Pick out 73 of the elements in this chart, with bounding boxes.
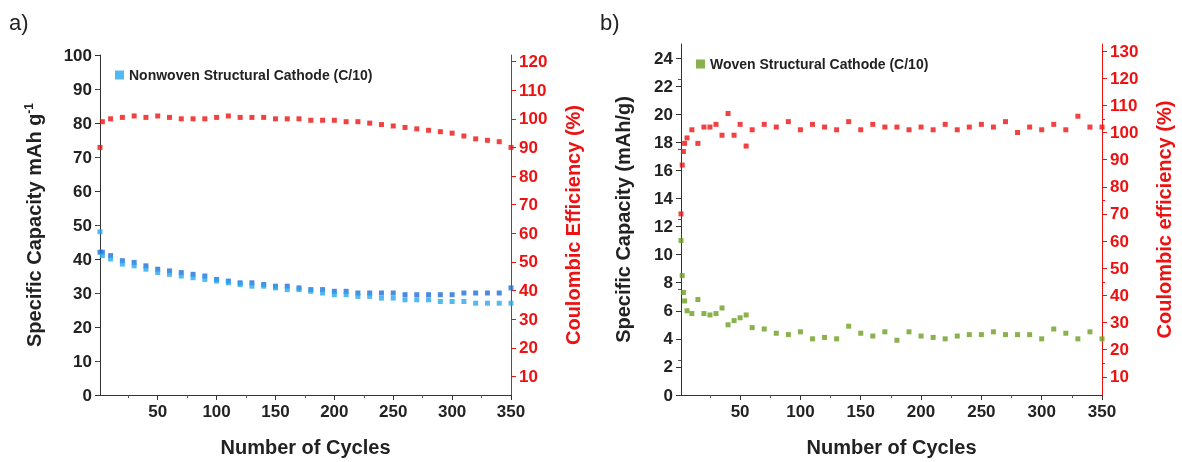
y-tick-label: 16 [654, 160, 673, 180]
x-tick-label: 200 [906, 402, 936, 421]
y2-axis-title: Coulombic efficiency (%) [1153, 100, 1175, 339]
x-tick-label: 50 [730, 402, 750, 421]
y2-tick-label: 10 [519, 366, 538, 386]
y2-tick-label: 90 [519, 137, 538, 157]
y2-tick-label: 40 [519, 281, 538, 301]
x-tick-label: 50 [148, 402, 168, 421]
y2-tick-label: 130 [1110, 41, 1139, 61]
y2-tick-label: 60 [1110, 231, 1129, 251]
y-tick-label: 50 [73, 215, 92, 235]
y2-tick-label: 10 [1110, 367, 1129, 387]
chart-title: b) [600, 9, 620, 35]
y-tick-label: 70 [73, 147, 92, 167]
y-tick-label: 90 [73, 79, 92, 99]
x-tick-label: 250 [967, 402, 996, 421]
y-tick-label: 20 [654, 104, 673, 124]
y2-tick-label: 30 [1110, 313, 1129, 333]
y-tick-label: 40 [73, 249, 92, 269]
y-tick-label: 10 [73, 351, 92, 371]
x-tick-label: 350 [496, 402, 526, 421]
y2-tick-label: 70 [1110, 204, 1129, 224]
y-tick-label: 18 [654, 132, 673, 152]
x-tick-label: 300 [1027, 402, 1056, 421]
x-tick-label: 300 [437, 402, 467, 421]
y2-tick-label: 90 [1110, 150, 1129, 170]
y2-tick-label: 110 [519, 80, 547, 100]
y-tick-label: 14 [654, 188, 674, 208]
y2-tick-label: 100 [519, 109, 548, 129]
y-axis-title: Specific Capacity mAh g-1 [22, 102, 45, 348]
y-tick-label: 100 [63, 45, 92, 65]
y2-tick-label: 50 [519, 252, 538, 272]
y2-tick-label: 40 [1110, 285, 1129, 305]
y-axis-title: Specific Capacity (mAh/g) [612, 96, 634, 343]
x-tick-label: 150 [846, 402, 875, 421]
y-tick-label: 30 [73, 283, 92, 303]
x-tick-label: 250 [379, 402, 408, 421]
y2-tick-label: 20 [1110, 340, 1129, 360]
y-tick-label: 0 [82, 385, 92, 405]
y-tick-label: 80 [73, 113, 92, 133]
y2-tick-label: 60 [519, 223, 538, 243]
y2-tick-label: 30 [519, 309, 538, 329]
y2-tick-label: 50 [1110, 258, 1129, 278]
x-axis-title: Number of Cycles [806, 436, 977, 458]
x-tick-label: 200 [320, 402, 349, 421]
y-tick-label: 0 [663, 385, 673, 405]
chart-title: a) [9, 9, 29, 35]
y-tick-label: 20 [73, 317, 92, 337]
x-tick-label: 100 [786, 402, 815, 421]
y-tick-label: 6 [663, 301, 673, 321]
y-tick-label: 22 [654, 76, 673, 96]
x-tick-label: 150 [261, 402, 290, 421]
y-tick-label: 60 [73, 181, 92, 201]
y2-tick-label: 120 [519, 52, 548, 72]
x-tick-label: 350 [1087, 402, 1117, 421]
y-tick-label: 2 [663, 357, 673, 377]
y2-tick-label: 80 [1110, 177, 1129, 197]
legend-label: Nonwoven Structural Cathode (C/10) [129, 67, 373, 83]
y2-tick-label: 70 [519, 195, 538, 215]
y2-axis-title: Coulombic Efficiency (%) [562, 104, 584, 346]
y-tick-label: 4 [663, 329, 674, 349]
x-tick-label: 100 [202, 402, 231, 421]
y2-tick-label: 110 [1110, 95, 1138, 115]
y2-tick-label: 80 [519, 166, 538, 186]
y-tick-label: 8 [663, 273, 673, 293]
y2-tick-label: 120 [1110, 68, 1139, 88]
legend-label: Woven Structural Cathode (C/10) [710, 56, 929, 72]
y2-tick-label: 100 [1110, 123, 1139, 142]
y-tick-label: 12 [654, 217, 673, 237]
y-tick-label: 24 [654, 48, 674, 68]
y-tick-label: 10 [654, 245, 673, 265]
y2-tick-label: 20 [519, 338, 538, 358]
x-axis-title: Number of Cycles [220, 436, 391, 458]
